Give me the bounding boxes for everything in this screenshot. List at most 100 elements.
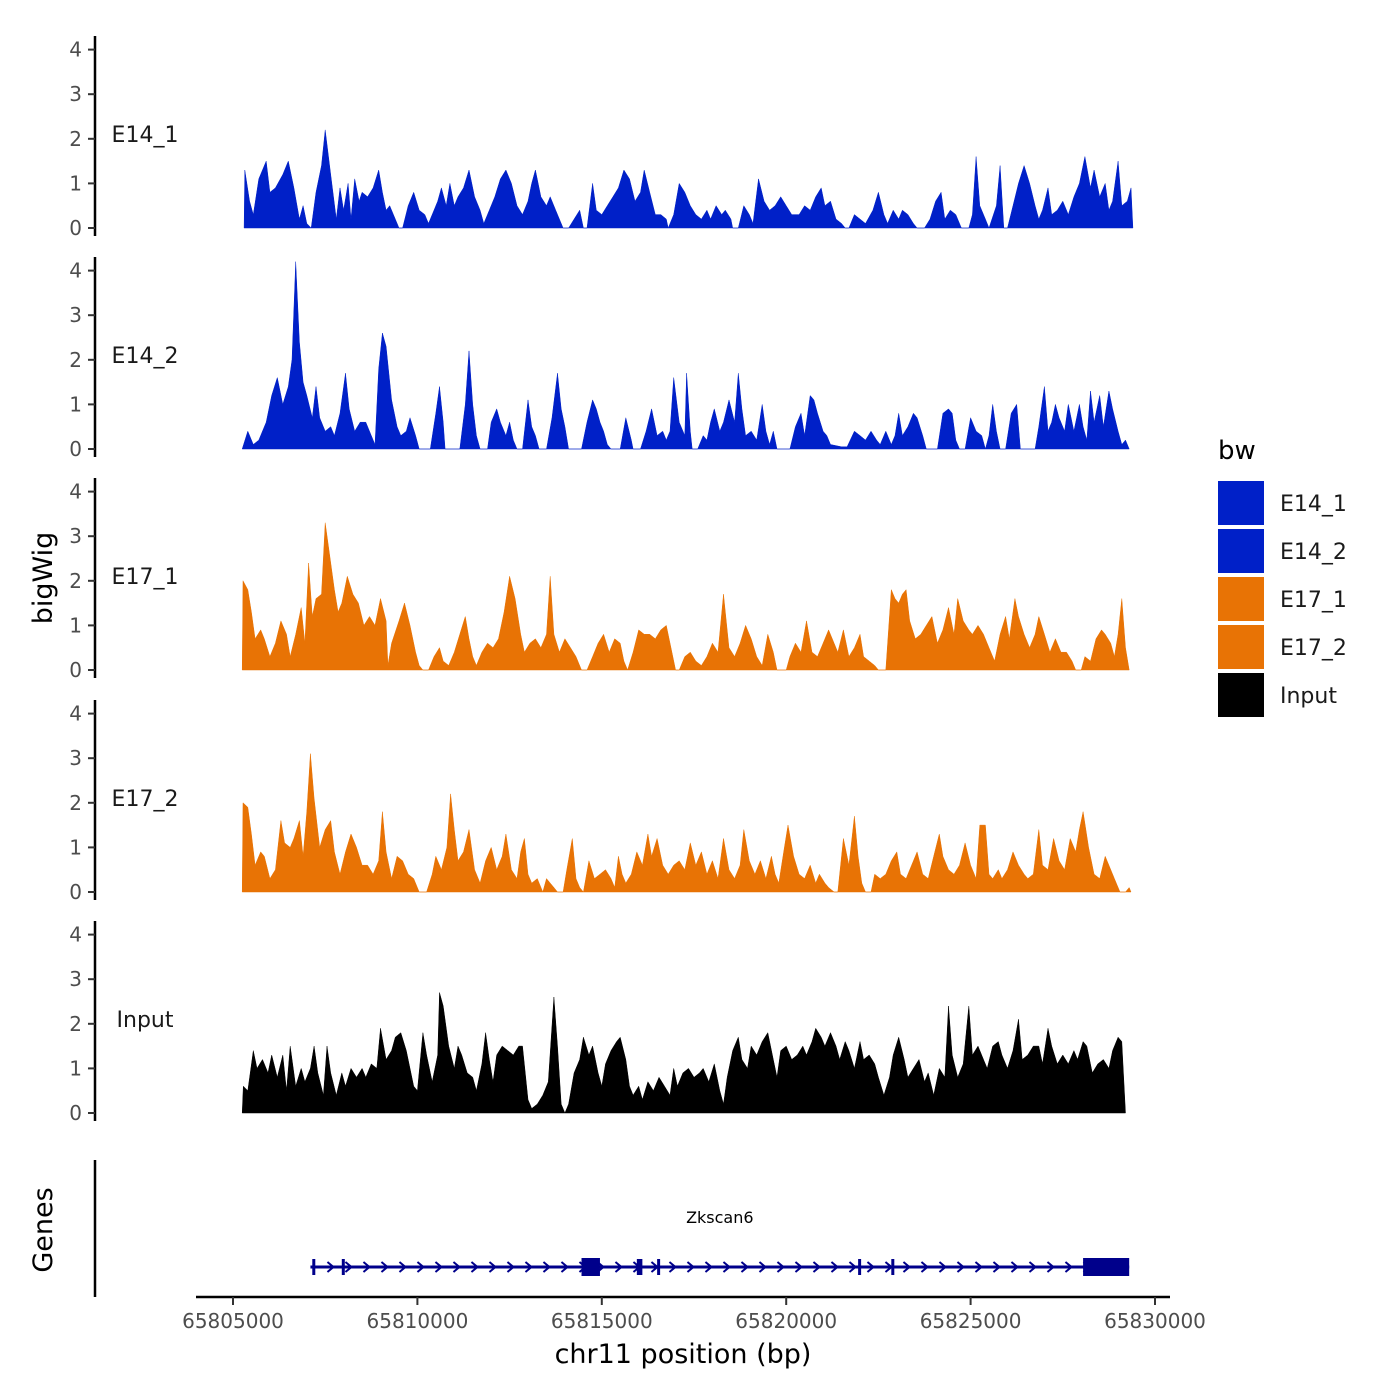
exon — [858, 1259, 862, 1275]
y-tick-label: 1 — [69, 835, 82, 859]
exon — [891, 1259, 895, 1275]
y-tick-label: 3 — [69, 967, 82, 991]
strand-arrow — [848, 1261, 858, 1273]
strand-arrow — [344, 1261, 354, 1273]
y-tick-label: 4 — [69, 480, 82, 504]
x-axis: 65805000 65810000 65815000 65820000 65825000… — [182, 1295, 1206, 1333]
legend-swatch-E17_1 — [1218, 577, 1264, 621]
area-series-E14_2 — [241, 261, 1130, 450]
gene-name-label: Zkscan6 — [686, 1208, 753, 1227]
exon — [1083, 1258, 1130, 1276]
track-label-E14_2: E14_2 — [112, 344, 179, 369]
strand-arrow — [830, 1261, 840, 1273]
strand-arrow — [326, 1261, 336, 1273]
track-E14_2: 0 1 2 3 4 E14_2 — [69, 257, 1130, 461]
strand-arrow — [992, 1261, 1002, 1273]
y-tick-label: 3 — [69, 82, 82, 106]
x-tick-label: 65810000 — [367, 1309, 469, 1333]
legend-swatch-E14_2 — [1218, 529, 1264, 573]
y-tick-label: 0 — [69, 880, 82, 904]
legend-label-Input: Input — [1280, 684, 1337, 709]
strand-arrow — [434, 1261, 444, 1273]
track-E17_2: 0 1 2 3 4 E17_2 — [69, 700, 1132, 904]
y-axis-title: bigWig — [28, 532, 59, 625]
strand-arrow — [1046, 1261, 1056, 1273]
strand-arrow — [722, 1261, 732, 1273]
strand-arrow — [380, 1261, 390, 1273]
x-tick-label: 65825000 — [920, 1309, 1022, 1333]
y-tick-label: 1 — [69, 392, 82, 416]
strand-arrow — [1028, 1261, 1038, 1273]
strand-arrow — [740, 1261, 750, 1273]
strand-arrow — [524, 1261, 534, 1273]
y-tick-label: 2 — [69, 348, 82, 372]
area-series-Input — [241, 992, 1126, 1114]
track-label-E14_1: E14_1 — [112, 123, 179, 148]
y-tick-label: 3 — [69, 746, 82, 770]
legend-title: bw — [1218, 436, 1256, 466]
exon — [636, 1259, 643, 1275]
y-tick-label: 3 — [69, 524, 82, 548]
y-tick-label: 1 — [69, 1056, 82, 1080]
strand-arrow — [470, 1261, 480, 1273]
y-tick-label: 2 — [69, 127, 82, 151]
y-tick-label: 2 — [69, 569, 82, 593]
strand-arrow — [758, 1261, 768, 1273]
strand-arrow — [866, 1261, 876, 1273]
strand-arrow — [488, 1261, 498, 1273]
strand-arrow — [776, 1261, 786, 1273]
legend-label-E14_1: E14_1 — [1280, 492, 1347, 517]
strand-arrow — [614, 1261, 624, 1273]
track-label-Input: Input — [117, 1008, 174, 1033]
y-tick-label: 4 — [69, 259, 82, 283]
area-series-E14_1 — [243, 129, 1134, 229]
strand-arrow — [1064, 1261, 1074, 1273]
strand-arrow — [668, 1261, 678, 1273]
y-tick-label: 2 — [69, 1012, 82, 1036]
legend-label-E17_1: E17_1 — [1280, 588, 1347, 613]
area-series-E17_1 — [241, 522, 1130, 671]
y-tick-label: 3 — [69, 303, 82, 327]
genes-panel-title: Genes — [28, 1187, 59, 1272]
legend-label-E14_2: E14_2 — [1280, 540, 1347, 565]
legend-swatch-E17_2 — [1218, 625, 1264, 669]
x-tick-label: 65820000 — [735, 1309, 837, 1333]
strand-arrow — [920, 1261, 930, 1273]
strand-arrow — [974, 1261, 984, 1273]
signal-tracks: 0 1 2 3 4 E14_1 0 1 2 3 4 E14_2 0 1 2 3 4 E17_1 0 1 2 3 4 E17_2… — [69, 36, 1134, 1125]
exon — [312, 1259, 316, 1275]
y-tick-label: 0 — [69, 437, 82, 461]
strand-arrow — [686, 1261, 696, 1273]
strand-arrow — [452, 1261, 462, 1273]
legend: bw E14_1 E14_2 E17_1 E17_2 Input — [1218, 436, 1347, 717]
strand-arrow — [938, 1261, 948, 1273]
strand-arrow — [956, 1261, 966, 1273]
strand-arrow — [812, 1261, 822, 1273]
x-tick-label: 65830000 — [1104, 1309, 1206, 1333]
track-label-E17_1: E17_1 — [112, 565, 179, 590]
track-label-E17_2: E17_2 — [112, 787, 179, 812]
strand-arrow — [794, 1261, 804, 1273]
x-tick-label: 65815000 — [551, 1309, 653, 1333]
strand-arrow — [902, 1261, 912, 1273]
y-tick-label: 4 — [69, 702, 82, 726]
y-tick-label: 2 — [69, 791, 82, 815]
strand-arrow — [398, 1261, 408, 1273]
strand-arrow — [560, 1261, 570, 1273]
gene-track-panel: Zkscan6 — [93, 1160, 1130, 1297]
y-tick-label: 0 — [69, 216, 82, 240]
x-tick-label: 65805000 — [182, 1309, 284, 1333]
track-Input: 0 1 2 3 4 Input — [69, 921, 1126, 1125]
track-E14_1: 0 1 2 3 4 E14_1 — [69, 36, 1134, 240]
y-tick-label: 0 — [69, 658, 82, 682]
legend-swatch-E14_1 — [1218, 481, 1264, 525]
exon — [341, 1259, 345, 1275]
strand-arrow — [506, 1261, 516, 1273]
track-E17_1: 0 1 2 3 4 E17_1 — [69, 478, 1130, 682]
y-tick-label: 0 — [69, 1101, 82, 1125]
exon — [581, 1258, 600, 1276]
legend-swatch-Input — [1218, 673, 1264, 717]
y-tick-label: 4 — [69, 923, 82, 947]
